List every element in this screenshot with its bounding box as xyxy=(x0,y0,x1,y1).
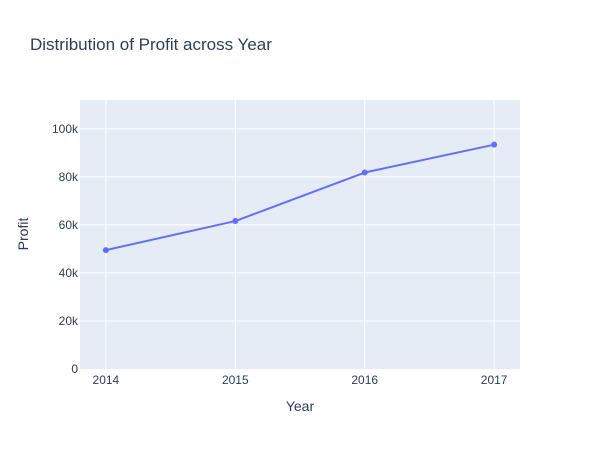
x-tick-label: 2016 xyxy=(351,373,378,387)
chart-title: Distribution of Profit across Year xyxy=(30,35,272,54)
y-axis-title: Profit xyxy=(15,218,31,251)
data-point[interactable] xyxy=(361,169,368,176)
data-point[interactable] xyxy=(491,141,498,148)
y-tick-label: 60k xyxy=(59,218,79,232)
y-tick-label: 80k xyxy=(59,170,79,184)
x-tick-label: 2015 xyxy=(222,373,249,387)
data-point[interactable] xyxy=(102,247,109,254)
series-line xyxy=(105,143,495,252)
x-tick-label: 2014 xyxy=(93,373,120,387)
x-axis-title: Year xyxy=(286,398,315,414)
y-tick-label: 0 xyxy=(71,362,78,376)
x-tick-label: 2017 xyxy=(481,373,508,387)
plot-area xyxy=(80,100,520,369)
y-tick-label: 40k xyxy=(59,266,79,280)
x-axis-ticks: 2014 2015 2016 2017 xyxy=(93,373,508,387)
y-axis-ticks: 0 20k 40k 60k 80k 100k xyxy=(52,122,79,376)
y-tick-label: 20k xyxy=(59,314,79,328)
data-point[interactable] xyxy=(232,218,239,225)
series-layer xyxy=(102,141,498,254)
gridlines xyxy=(80,100,520,369)
y-tick-label: 100k xyxy=(52,122,79,136)
